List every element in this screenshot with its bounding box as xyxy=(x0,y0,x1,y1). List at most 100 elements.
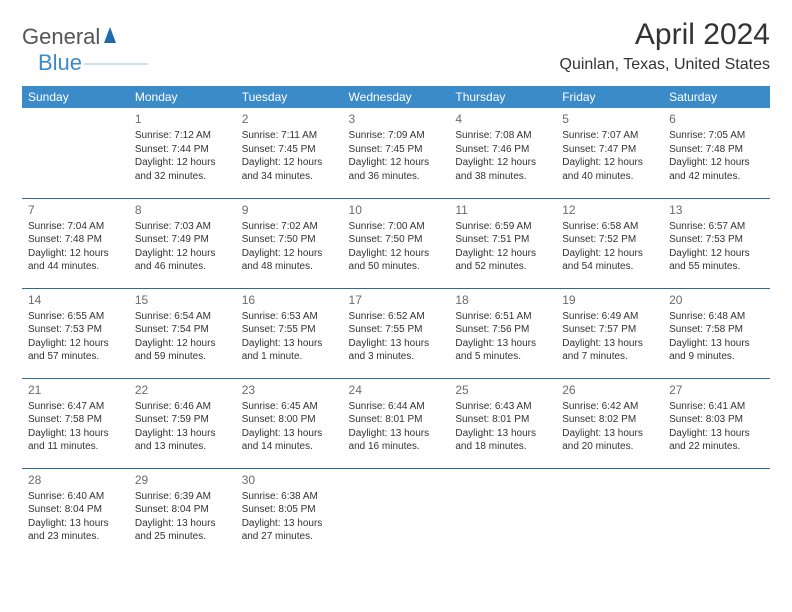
daylight-line: Daylight: 12 hours and 48 minutes. xyxy=(242,247,337,274)
calendar-day-cell: 24Sunrise: 6:44 AMSunset: 8:01 PMDayligh… xyxy=(343,378,450,468)
sunrise-line: Sunrise: 6:59 AM xyxy=(455,220,550,234)
logo-text-2: Blue xyxy=(38,50,82,76)
daylight-line: Daylight: 12 hours and 46 minutes. xyxy=(135,247,230,274)
daylight-line: Daylight: 13 hours and 18 minutes. xyxy=(455,427,550,454)
sunrise-line: Sunrise: 6:57 AM xyxy=(669,220,764,234)
sunrise-line: Sunrise: 7:02 AM xyxy=(242,220,337,234)
day-number: 29 xyxy=(135,472,230,488)
weekday-header: Wednesday xyxy=(343,86,450,108)
sunset-line: Sunset: 7:53 PM xyxy=(669,233,764,247)
calendar-day-cell: 16Sunrise: 6:53 AMSunset: 7:55 PMDayligh… xyxy=(236,288,343,378)
day-number: 19 xyxy=(562,292,657,308)
calendar-day-cell: 3Sunrise: 7:09 AMSunset: 7:45 PMDaylight… xyxy=(343,108,450,198)
calendar-week-row: 1Sunrise: 7:12 AMSunset: 7:44 PMDaylight… xyxy=(22,108,770,198)
sunset-line: Sunset: 8:01 PM xyxy=(455,413,550,427)
calendar-day-cell: 8Sunrise: 7:03 AMSunset: 7:49 PMDaylight… xyxy=(129,198,236,288)
sunrise-line: Sunrise: 6:46 AM xyxy=(135,400,230,414)
title-block: April 2024 Quinlan, Texas, United States xyxy=(560,18,771,74)
calendar-day-cell xyxy=(343,468,450,558)
day-number: 17 xyxy=(349,292,444,308)
day-number: 13 xyxy=(669,202,764,218)
daylight-line: Daylight: 13 hours and 1 minute. xyxy=(242,337,337,364)
daylight-line: Daylight: 13 hours and 23 minutes. xyxy=(28,517,123,544)
daylight-line: Daylight: 13 hours and 13 minutes. xyxy=(135,427,230,454)
calendar-day-cell: 2Sunrise: 7:11 AMSunset: 7:45 PMDaylight… xyxy=(236,108,343,198)
calendar-day-cell: 7Sunrise: 7:04 AMSunset: 7:48 PMDaylight… xyxy=(22,198,129,288)
daylight-line: Daylight: 12 hours and 57 minutes. xyxy=(28,337,123,364)
calendar-day-cell: 9Sunrise: 7:02 AMSunset: 7:50 PMDaylight… xyxy=(236,198,343,288)
day-number: 24 xyxy=(349,382,444,398)
day-number: 8 xyxy=(135,202,230,218)
daylight-line: Daylight: 12 hours and 42 minutes. xyxy=(669,156,764,183)
sunrise-line: Sunrise: 6:55 AM xyxy=(28,310,123,324)
calendar-day-cell: 10Sunrise: 7:00 AMSunset: 7:50 PMDayligh… xyxy=(343,198,450,288)
day-number: 20 xyxy=(669,292,764,308)
day-number: 28 xyxy=(28,472,123,488)
daylight-line: Daylight: 13 hours and 22 minutes. xyxy=(669,427,764,454)
calendar-week-row: 21Sunrise: 6:47 AMSunset: 7:58 PMDayligh… xyxy=(22,378,770,468)
sunrise-line: Sunrise: 6:41 AM xyxy=(669,400,764,414)
sunrise-line: Sunrise: 6:38 AM xyxy=(242,490,337,504)
calendar-day-cell: 18Sunrise: 6:51 AMSunset: 7:56 PMDayligh… xyxy=(449,288,556,378)
weekday-header-row: SundayMondayTuesdayWednesdayThursdayFrid… xyxy=(22,86,770,108)
sunrise-line: Sunrise: 7:11 AM xyxy=(242,129,337,143)
sunset-line: Sunset: 7:55 PM xyxy=(349,323,444,337)
sunrise-line: Sunrise: 6:43 AM xyxy=(455,400,550,414)
day-number: 30 xyxy=(242,472,337,488)
sunset-line: Sunset: 7:58 PM xyxy=(28,413,123,427)
calendar-day-cell: 26Sunrise: 6:42 AMSunset: 8:02 PMDayligh… xyxy=(556,378,663,468)
calendar-day-cell: 14 Sunrise: 6:55 AMSunset: 7:53 PMDayligh… xyxy=(22,288,129,378)
day-number: 7 xyxy=(28,202,123,218)
daylight-line: Daylight: 12 hours and 40 minutes. xyxy=(562,156,657,183)
daylight-line: Daylight: 13 hours and 16 minutes. xyxy=(349,427,444,454)
sunset-line: Sunset: 7:44 PM xyxy=(135,143,230,157)
daylight-line: Daylight: 13 hours and 3 minutes. xyxy=(349,337,444,364)
daylight-line: Daylight: 13 hours and 5 minutes. xyxy=(455,337,550,364)
sunrise-line: Sunrise: 6:39 AM xyxy=(135,490,230,504)
day-number: 18 xyxy=(455,292,550,308)
calendar-day-cell: 15Sunrise: 6:54 AMSunset: 7:54 PMDayligh… xyxy=(129,288,236,378)
sunset-line: Sunset: 7:57 PM xyxy=(562,323,657,337)
daylight-line: Daylight: 12 hours and 50 minutes. xyxy=(349,247,444,274)
daylight-line: Daylight: 12 hours and 32 minutes. xyxy=(135,156,230,183)
day-number: 22 xyxy=(135,382,230,398)
calendar-day-cell: 4Sunrise: 7:08 AMSunset: 7:46 PMDaylight… xyxy=(449,108,556,198)
calendar-day-cell: 19Sunrise: 6:49 AMSunset: 7:57 PMDayligh… xyxy=(556,288,663,378)
calendar-week-row: 28Sunrise: 6:40 AMSunset: 8:04 PMDayligh… xyxy=(22,468,770,558)
calendar-day-cell xyxy=(22,108,129,198)
page-title: April 2024 xyxy=(560,18,771,52)
sunset-line: Sunset: 8:02 PM xyxy=(562,413,657,427)
sunrise-line: Sunrise: 7:00 AM xyxy=(349,220,444,234)
location-label: Quinlan, Texas, United States xyxy=(560,56,771,74)
sunrise-line: Sunrise: 7:08 AM xyxy=(455,129,550,143)
sunset-line: Sunset: 8:04 PM xyxy=(28,503,123,517)
sunrise-line: Sunrise: 7:03 AM xyxy=(135,220,230,234)
weekday-header: Thursday xyxy=(449,86,556,108)
sunset-line: Sunset: 7:50 PM xyxy=(349,233,444,247)
calendar-day-cell: 25Sunrise: 6:43 AMSunset: 8:01 PMDayligh… xyxy=(449,378,556,468)
calendar-day-cell: 21Sunrise: 6:47 AMSunset: 7:58 PMDayligh… xyxy=(22,378,129,468)
sunset-line: Sunset: 7:50 PM xyxy=(242,233,337,247)
day-number: 14 xyxy=(28,292,123,308)
sunrise-line: Sunrise: 6:58 AM xyxy=(562,220,657,234)
day-number: 5 xyxy=(562,111,657,127)
sunrise-line: Sunrise: 6:49 AM xyxy=(562,310,657,324)
sunset-line: Sunset: 7:53 PM xyxy=(28,323,123,337)
calendar-day-cell: 1Sunrise: 7:12 AMSunset: 7:44 PMDaylight… xyxy=(129,108,236,198)
day-number: 12 xyxy=(562,202,657,218)
day-number: 3 xyxy=(349,111,444,127)
sunset-line: Sunset: 7:47 PM xyxy=(562,143,657,157)
calendar-day-cell: 5Sunrise: 7:07 AMSunset: 7:47 PMDaylight… xyxy=(556,108,663,198)
sunrise-line: Sunrise: 7:12 AM xyxy=(135,129,230,143)
calendar-day-cell: 23Sunrise: 6:45 AMSunset: 8:00 PMDayligh… xyxy=(236,378,343,468)
header: General Blue April 2024 Quinlan, Texas, … xyxy=(22,18,770,76)
weekday-header: Monday xyxy=(129,86,236,108)
calendar-day-cell: 11Sunrise: 6:59 AMSunset: 7:51 PMDayligh… xyxy=(449,198,556,288)
sunset-line: Sunset: 7:58 PM xyxy=(669,323,764,337)
sunrise-line: Sunrise: 6:45 AM xyxy=(242,400,337,414)
weekday-header: Tuesday xyxy=(236,86,343,108)
sunrise-line: Sunrise: 6:44 AM xyxy=(349,400,444,414)
daylight-line: Daylight: 13 hours and 27 minutes. xyxy=(242,517,337,544)
sunset-line: Sunset: 7:51 PM xyxy=(455,233,550,247)
sunrise-line: Sunrise: 6:52 AM xyxy=(349,310,444,324)
